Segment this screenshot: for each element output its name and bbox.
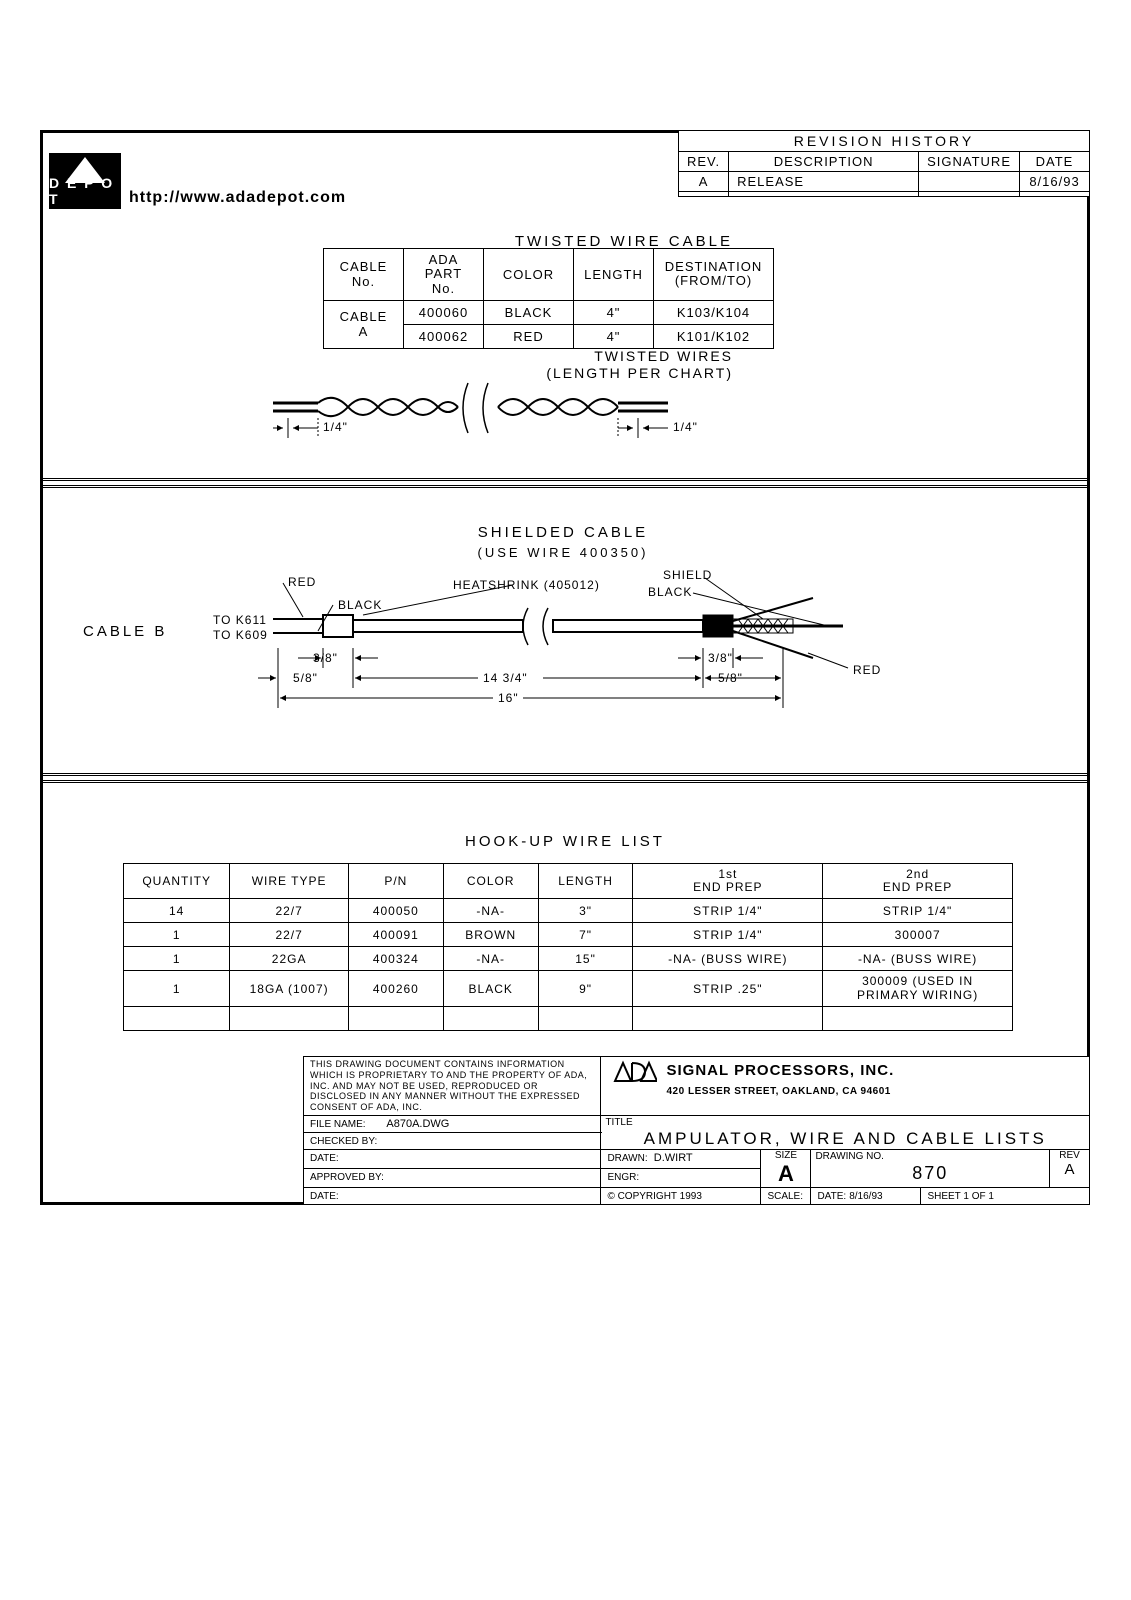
watermark-block: D E P O T http://www.adadepot.com: [49, 153, 346, 209]
drawing-rev: A: [1050, 1161, 1089, 1178]
section-divider: [43, 485, 1087, 488]
drawing-frame: REVISION HISTORY REV. DESCRIPTION SIGNAT…: [40, 130, 1090, 1205]
ada-logo-icon: [607, 1059, 657, 1085]
table-row: [678, 192, 1089, 197]
drawing-size: A: [761, 1161, 810, 1187]
hookup-wire-table: QUANTITY WIRE TYPE P/N COLOR LENGTH 1stE…: [123, 863, 1013, 1031]
desc-col-header: DESCRIPTION: [729, 152, 919, 172]
table-row: [124, 1006, 1013, 1030]
dim-5-8-right: 5/8": [718, 671, 743, 685]
table-row: 1 22GA 400324 -NA- 15" -NA- (BUSS WIRE) …: [124, 947, 1013, 971]
engineering-drawing-page: REVISION HISTORY REV. DESCRIPTION SIGNAT…: [0, 0, 1131, 1600]
logo-triangle-icon: [65, 157, 105, 183]
title-block-date: 8/16/93: [849, 1191, 882, 1202]
revision-history-table: REVISION HISTORY REV. DESCRIPTION SIGNAT…: [678, 130, 1090, 197]
table-row: CABLE A 400060 BLACK 4" K103/K104: [324, 300, 774, 324]
shielded-cable-section: SHIELDED CABLE (USE WIRE 400350) CABLE B…: [83, 523, 1043, 743]
twisted-wire-diagram: 1/4" 1/4": [273, 363, 863, 463]
sig-col-header: SIGNATURE: [919, 152, 1020, 172]
watermark-url: http://www.adadepot.com: [129, 189, 346, 207]
copyright: © COPYRIGHT 1993: [607, 1191, 701, 1202]
dim-3-8-left: 3/8": [313, 651, 338, 665]
section-divider: [43, 780, 1087, 783]
twisted-wire-table: CABLE No. ADAPART No. COLOR LENGTH DESTI…: [323, 248, 774, 349]
table-row: 14 22/7 400050 -NA- 3" STRIP 1/4" STRIP …: [124, 899, 1013, 923]
dim-body: 14 3/4": [483, 671, 528, 685]
section-divider: [43, 773, 1087, 776]
table-row: 1 18GA (1007) 400260 BLACK 9" STRIP .25"…: [124, 971, 1013, 1006]
dim-3-8-right: 3/8": [708, 651, 733, 665]
proprietary-notice: THIS DRAWING DOCUMENT CONTAINS INFORMATI…: [310, 1059, 594, 1113]
file-name: A870A.DWG: [386, 1118, 449, 1130]
title-block: THIS DRAWING DOCUMENT CONTAINS INFORMATI…: [303, 1056, 1090, 1205]
company-address: 420 LESSER STREET, OAKLAND, CA 94601: [667, 1086, 891, 1097]
shielded-cable-svg: [83, 523, 1043, 743]
cable-a-label: CABLE A: [324, 300, 404, 348]
revision-history-title: REVISION HISTORY: [678, 131, 1089, 152]
company-name: SIGNAL PROCESSORS, INC.: [667, 1062, 895, 1079]
table-row: 1 22/7 400091 BROWN 7" STRIP 1/4" 300007: [124, 923, 1013, 947]
strip-left-dim: 1/4": [323, 420, 348, 434]
depot-logo: D E P O T: [49, 153, 121, 209]
hookup-title: HOOK-UP WIRE LIST: [43, 833, 1087, 850]
twisted-wire-svg: [273, 363, 863, 463]
dim-overall: 16": [498, 691, 519, 705]
section-divider: [43, 478, 1087, 481]
drawn-by: D.WIRT: [654, 1152, 693, 1164]
date-col-header: DATE: [1020, 152, 1090, 172]
drawing-title: AMPULATOR, WIRE AND CABLE LISTS: [601, 1129, 1089, 1149]
dim-5-8-left: 5/8": [293, 671, 318, 685]
table-row: A RELEASE 8/16/93: [678, 172, 1089, 192]
sheet-number: SHEET 1 OF 1: [927, 1191, 994, 1202]
strip-right-dim: 1/4": [673, 420, 698, 434]
rev-col-header: REV.: [678, 152, 728, 172]
drawing-number: 870: [811, 1163, 1049, 1184]
